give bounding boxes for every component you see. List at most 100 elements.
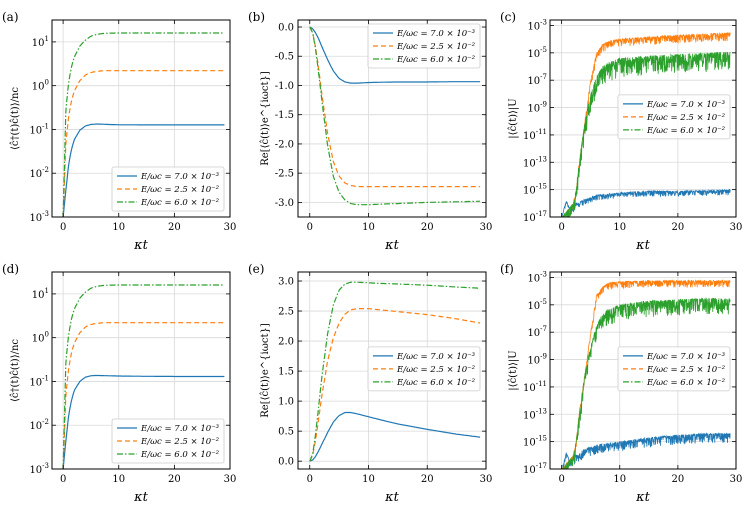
y-tick-label: 10-1 (29, 374, 49, 388)
y-tick-label: 3.0 (278, 277, 294, 288)
series-line-orange (62, 322, 225, 469)
plot-frame (297, 271, 487, 470)
x-tick-label: 10 (613, 222, 626, 233)
x-axis-label: κt (133, 490, 149, 505)
x-tick-label: 0 (558, 474, 564, 485)
y-tick-label: 10-9 (527, 353, 547, 367)
series-line-green (62, 284, 225, 469)
y-tick-label: 10-3 (527, 18, 547, 32)
plot-frame (297, 19, 487, 218)
y-tick-label: 10-11 (523, 380, 547, 394)
plot-frame (549, 19, 737, 218)
series-line-orange (309, 308, 481, 462)
y-axis-label: Re[⟨ĉ(t)⟩e^{iωct}] (260, 71, 271, 166)
y-tick-label: 10-2 (29, 166, 49, 180)
x-tick-label: 10 (613, 474, 626, 485)
series-group (561, 31, 731, 217)
x-axis-label: κt (384, 490, 400, 505)
x-axis-label: κt (384, 238, 400, 253)
y-tick-label: 2.0 (278, 337, 294, 348)
y-tick-label: 10-1 (29, 122, 49, 136)
x-tick-label: 20 (421, 222, 434, 233)
y-tick-label: -0.5 (275, 52, 294, 63)
legend-entry: E/ωc = 6.0 × 10⁻² (646, 126, 726, 136)
legend-entry: E/ωc = 6.0 × 10⁻² (140, 198, 220, 208)
x-tick-label: 0 (60, 474, 66, 485)
series-line-blue (309, 26, 481, 84)
x-tick-label: 0 (60, 222, 66, 233)
y-axis-label: ⟨ĉ†(t)ĉ(t)⟩/nc (10, 339, 21, 402)
legend-entry: E/ωc = 7.0 × 10⁻³ (646, 100, 726, 110)
y-tick-label: 100 (32, 79, 49, 93)
legend-box (111, 166, 225, 212)
y-tick-label: -2.0 (275, 139, 294, 150)
y-tick-label: 1.0 (278, 397, 294, 408)
x-tick-label: 20 (672, 222, 685, 233)
chart-panel-c: 0 10 20 30 10-3 10-5 10-7 10-9 10-11 10-13 10-15 10… (500, 10, 742, 253)
y-axis-label: |⟨ĉ(t)⟩|U (508, 98, 519, 138)
chart-panel-a: 0 10 20 30 101 100 10-1 10-2 10-3 κt ⟨ĉ†(t)ĉ(t)⟩/n… (2, 10, 236, 253)
x-tick-label: 30 (224, 474, 237, 485)
chart-panel-f: 0 10 20 30 10-3 10-5 10-7 10-9 10-11 10-13 10-15 10… (500, 262, 742, 505)
y-tick-label: 10-7 (527, 73, 547, 87)
y-tick-label: 101 (32, 287, 49, 301)
y-tick-label: 10-3 (527, 270, 547, 284)
series-group (309, 281, 481, 462)
x-tick-label: 10 (112, 222, 125, 233)
legend-box (617, 94, 731, 140)
series-line-green (309, 281, 481, 462)
legend-entry: E/ωc = 7.0 × 10⁻³ (396, 352, 476, 362)
legend: E/ωc = 7.0 × 10⁻³ E/ωc = 2.5 × 10⁻² E/ωc =… (617, 94, 731, 140)
series-line-orange (309, 26, 481, 188)
y-tick-label: 10-7 (527, 325, 547, 339)
series-group (62, 284, 225, 469)
x-tick-label: 30 (480, 474, 493, 485)
legend-entry: E/ωc = 7.0 × 10⁻³ (646, 352, 726, 362)
y-tick-label: 2.5 (278, 307, 294, 318)
panel-label: (e) (248, 262, 264, 276)
legend-entry: E/ωc = 7.0 × 10⁻³ (396, 29, 476, 39)
chart-panel-e: 0 10 20 30 3.0 2.5 2.0 1.5 1.0 0.5 0.0 κt Re[⟨ĉ(t)⟩e… (248, 262, 492, 505)
x-tick-label: 30 (730, 222, 743, 233)
legend-box (111, 418, 225, 464)
x-tick-label: 10 (362, 222, 375, 233)
x-tick-label: 20 (421, 474, 434, 485)
x-tick-label: 20 (168, 474, 181, 485)
series-line-green (561, 297, 731, 469)
y-tick-label: 0.0 (278, 457, 294, 468)
legend-entry: E/ωc = 2.5 × 10⁻² (646, 113, 726, 123)
legend: E/ωc = 7.0 × 10⁻³ E/ωc = 2.5 × 10⁻² E/ωc =… (367, 23, 481, 69)
chart-panel-b: 0 10 20 30 0.0 -0.5 -1.0 -1.5 -2.0 -2.5 -3.0 κt Re[⟨… (248, 10, 492, 253)
x-tick-label: 20 (672, 474, 685, 485)
series-line-orange (562, 278, 731, 469)
panel-label: (b) (248, 10, 265, 24)
y-tick-label: 100 (32, 331, 49, 345)
legend-entry: E/ωc = 7.0 × 10⁻³ (140, 172, 220, 182)
legend: E/ωc = 7.0 × 10⁻³ E/ωc = 2.5 × 10⁻² E/ωc =… (111, 418, 225, 464)
legend: E/ωc = 7.0 × 10⁻³ E/ωc = 2.5 × 10⁻² E/ωc =… (367, 346, 481, 392)
legend-box (617, 346, 731, 392)
series-line-orange (562, 31, 731, 217)
y-axis-label: |⟨ĉ(t)⟩|U (508, 350, 519, 390)
panel-label: (a) (2, 10, 19, 24)
y-tick-label: -1.5 (275, 110, 294, 121)
x-tick-label: 30 (224, 222, 237, 233)
series-line-blue (309, 411, 481, 462)
x-tick-label: 10 (362, 474, 375, 485)
x-tick-label: 10 (112, 474, 125, 485)
legend-entry: E/ωc = 2.5 × 10⁻² (140, 185, 220, 195)
legend-entry: E/ωc = 6.0 × 10⁻² (140, 450, 220, 460)
y-tick-label: 10-3 (29, 462, 49, 476)
legend-box (367, 23, 481, 69)
series-line-green (562, 51, 731, 217)
panel-label: (f) (500, 262, 514, 276)
y-tick-label: 10-15 (523, 183, 547, 197)
legend-entry: E/ωc = 6.0 × 10⁻² (396, 378, 476, 388)
legend: E/ωc = 7.0 × 10⁻³ E/ωc = 2.5 × 10⁻² E/ωc =… (617, 346, 731, 392)
y-tick-label: 101 (32, 35, 49, 49)
series-group (309, 26, 481, 206)
legend-entry: E/ωc = 2.5 × 10⁻² (396, 42, 476, 52)
plot-frame (549, 271, 737, 470)
series-line-blue (561, 432, 731, 469)
y-tick-label: 0.0 (278, 23, 294, 34)
